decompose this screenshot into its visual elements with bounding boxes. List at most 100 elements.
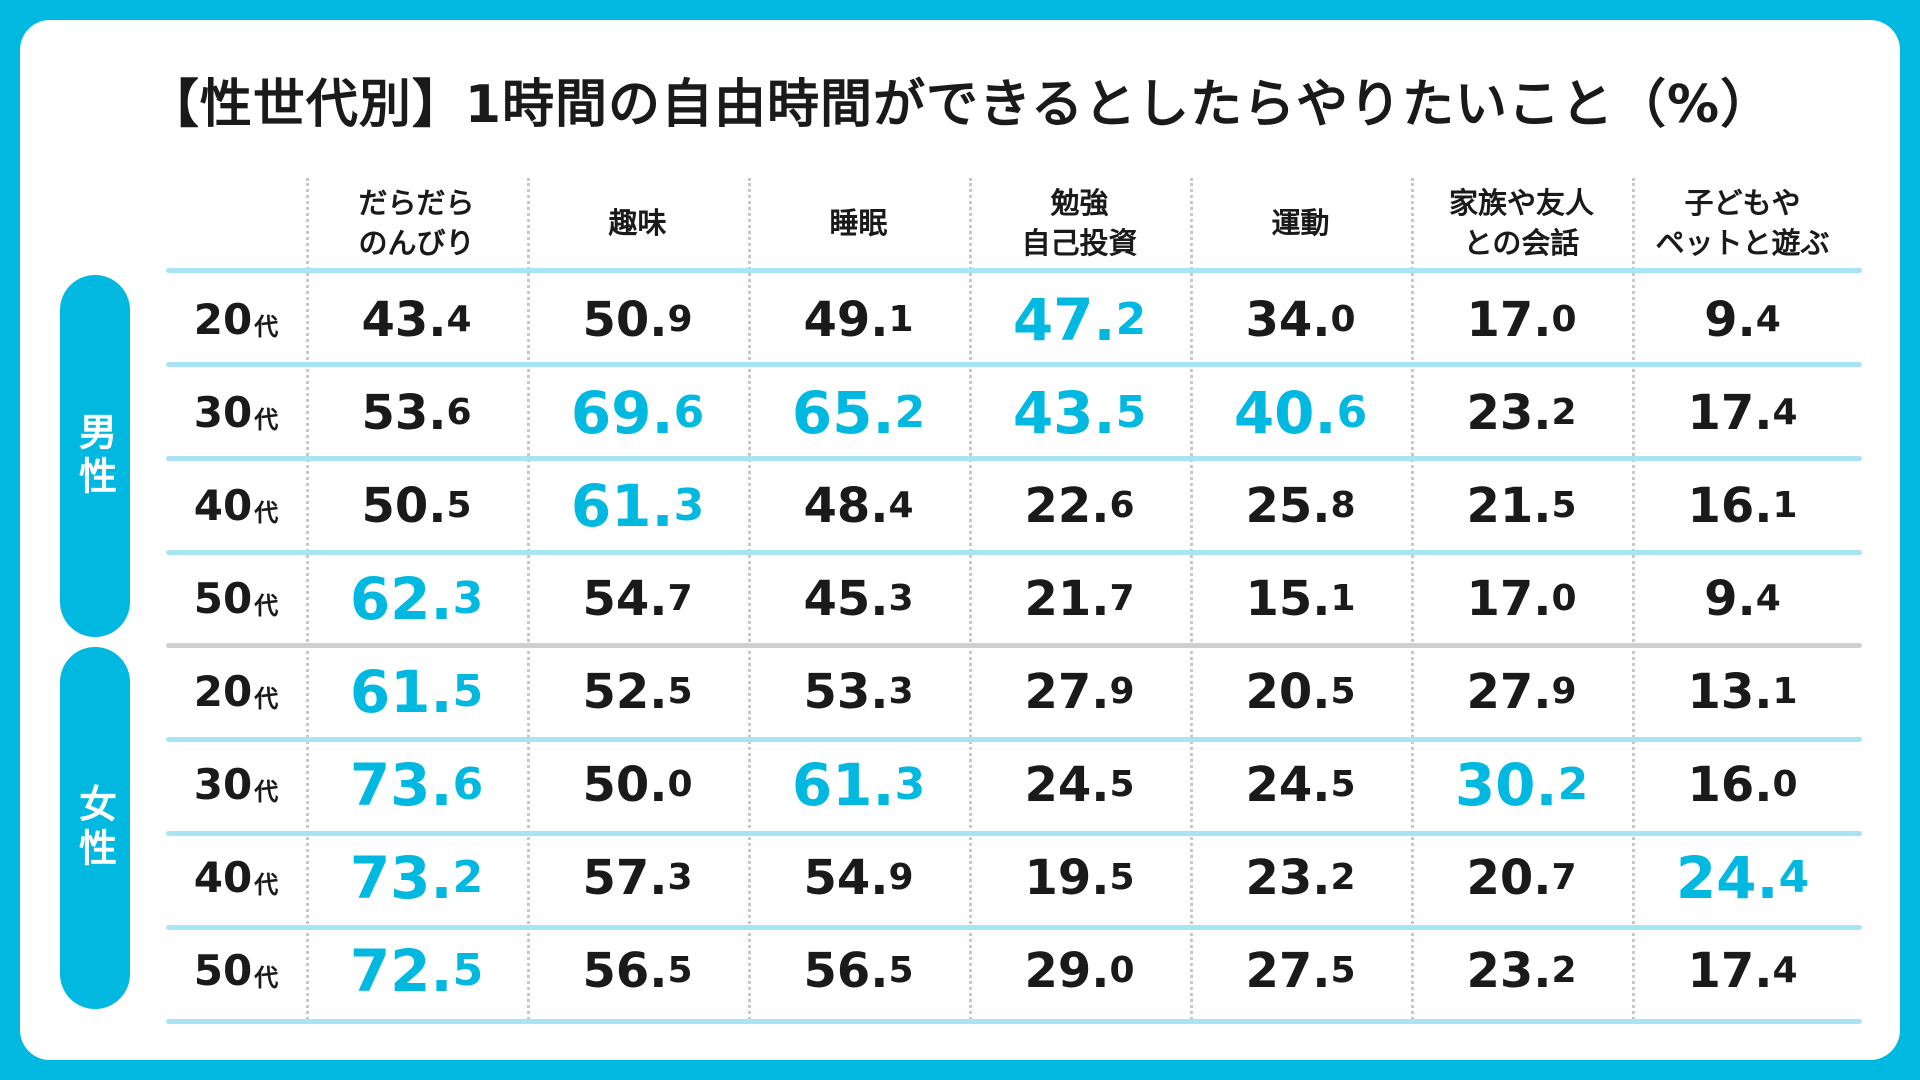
row-line [166,1019,1862,1024]
age-number: 20 [193,667,253,716]
value-cell-highlighted: 24. 4 [1632,831,1853,924]
value-integer: 17. [1466,570,1552,627]
value-decimal: 8 [1330,485,1356,526]
age-label: 40 代 [166,459,306,552]
value-integer: 48. [803,477,889,534]
column-header: 趣味 [608,206,667,240]
value-integer: 15. [1245,570,1331,627]
value-integer: 16. [1687,756,1773,813]
row-line [166,925,1862,930]
value-integer: 53. [361,384,447,441]
value-integer: 22. [1024,477,1110,534]
value-decimal: 3 [673,480,705,531]
value-cell: 15. 1 [1190,552,1411,645]
value-decimal: 6 [673,387,705,438]
value-cell: 50. 5 [306,459,527,552]
value-cell: 49. 1 [748,273,969,366]
age-suffix: 代 [254,964,279,992]
age-number: 30 [193,388,253,437]
value-cell: 29. 0 [969,924,1190,1017]
age-label: 30 代 [166,738,306,831]
age-suffix: 代 [254,592,279,620]
value-cell-highlighted: 43. 5 [969,366,1190,459]
value-integer: 17. [1687,942,1773,999]
value-decimal: 6 [1336,387,1368,438]
value-decimal: 9 [1551,671,1577,712]
value-decimal: 2 [1115,294,1147,345]
age-suffix: 代 [254,778,279,806]
value-cell-highlighted: 61. 3 [527,459,748,552]
value-cell: 45. 3 [748,552,969,645]
value-integer: 52. [582,663,668,720]
age-label: 20 代 [166,645,306,738]
age-number: 40 [193,481,253,530]
value-integer: 50. [582,291,668,348]
value-decimal: 5 [452,945,484,996]
card-background [20,20,1900,1060]
value-cell: 23. 2 [1411,924,1632,1017]
value-decimal: 2 [1551,392,1577,433]
value-cell-highlighted: 69. 6 [527,366,748,459]
value-decimal: 4 [1772,392,1798,433]
value-integer: 61. [791,750,895,819]
value-cell-highlighted: 65. 2 [748,366,969,459]
value-decimal: 0 [1330,299,1356,340]
value-cell-highlighted: 61. 3 [748,738,969,831]
column-header: 家族や友人 との会話 [1448,186,1594,260]
value-decimal: 6 [446,392,472,433]
gender-label-text: 女性 [72,784,117,872]
value-cell: 53. 3 [748,645,969,738]
value-cell: 17. 0 [1411,273,1632,366]
age-number: 20 [193,295,253,344]
value-cell: 27. 9 [969,645,1190,738]
value-decimal: 7 [667,578,693,619]
value-integer: 30. [1454,750,1558,819]
value-decimal: 5 [1109,857,1135,898]
value-integer: 47. [1012,285,1116,354]
value-cell: 22. 6 [969,459,1190,552]
row-line [166,456,1862,461]
value-cell: 16. 1 [1632,459,1853,552]
value-integer: 9. [1704,570,1756,627]
row-line [166,831,1862,836]
value-integer: 65. [791,378,895,447]
value-cell-highlighted: 47. 2 [969,273,1190,366]
value-cell: 56. 5 [527,924,748,1017]
value-decimal: 5 [446,485,472,526]
value-integer: 61. [570,471,674,540]
value-decimal: 5 [1330,671,1356,712]
gender-label-female: 女性 [60,647,130,1009]
value-integer: 43. [1012,378,1116,447]
column-separator [748,178,751,1020]
column-separator [1632,178,1635,1020]
row-line [166,362,1862,367]
value-integer: 13. [1687,663,1773,720]
value-decimal: 2 [1551,950,1577,991]
value-integer: 24. [1024,756,1110,813]
value-cell: 17. 0 [1411,552,1632,645]
column-separator [1190,178,1193,1020]
value-cell-highlighted: 62. 3 [306,552,527,645]
value-decimal: 0 [667,764,693,805]
value-integer: 43. [361,291,447,348]
value-decimal: 4 [1755,299,1781,340]
value-cell: 50. 0 [527,738,748,831]
value-cell-highlighted: 73. 2 [306,831,527,924]
value-decimal: 1 [1772,485,1798,526]
value-decimal: 9 [667,299,693,340]
value-decimal: 3 [888,578,914,619]
age-suffix: 代 [254,499,279,527]
value-decimal: 5 [888,950,914,991]
row-line [166,268,1862,273]
row-line [166,643,1862,648]
value-decimal: 6 [1109,485,1135,526]
column-header: 運動 [1271,206,1330,240]
value-decimal: 1 [1772,671,1798,712]
age-suffix: 代 [254,406,279,434]
value-integer: 23. [1466,942,1552,999]
value-cell: 9. 4 [1632,552,1853,645]
value-decimal: 2 [894,387,926,438]
age-label: 50 代 [166,924,306,1017]
value-cell: 17. 4 [1632,366,1853,459]
